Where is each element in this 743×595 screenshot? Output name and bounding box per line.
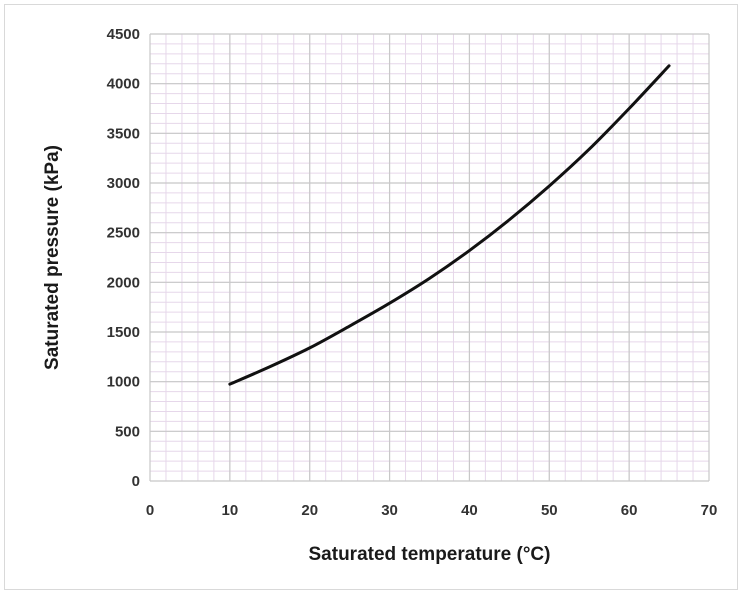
- major-gridlines: [149, 33, 710, 482]
- x-tick-label: 30: [381, 502, 398, 519]
- x-tick-label: 10: [222, 502, 239, 519]
- y-tick-label: 500: [115, 423, 140, 440]
- saturation-curve-line: [228, 64, 671, 386]
- y-tick-label: 0: [132, 473, 140, 490]
- x-tick-labels: 0 10 20 30 40 50 60 70: [146, 502, 718, 519]
- y-tick-label: 2000: [107, 274, 140, 291]
- y-tick-label: 2500: [107, 225, 140, 242]
- y-tick-label: 1500: [107, 324, 140, 341]
- y-tick-labels: 0 500 1000 1500 2000 2500 3000 3500 4000 4500: [107, 26, 140, 490]
- chart-frame: [4, 4, 738, 590]
- y-tick-label: 3000: [107, 175, 140, 192]
- x-tick-label: 50: [541, 502, 558, 519]
- series-group: [228, 64, 671, 386]
- y-tick-label: 1000: [107, 374, 140, 391]
- x-tick-label: 20: [301, 502, 318, 519]
- x-tick-label: 40: [461, 502, 478, 519]
- x-tick-label: 60: [621, 502, 638, 519]
- y-tick-label: 4000: [107, 76, 140, 93]
- minor-gridlines: [149, 33, 710, 482]
- x-tick-label: 70: [701, 502, 718, 519]
- y-axis-title: Saturated pressure (kPa): [42, 145, 63, 370]
- y-tick-label: 4500: [107, 26, 140, 43]
- x-tick-label: 0: [146, 502, 154, 519]
- x-axis-title: Saturated temperature (°C): [309, 544, 551, 565]
- y-tick-label: 3500: [107, 125, 140, 142]
